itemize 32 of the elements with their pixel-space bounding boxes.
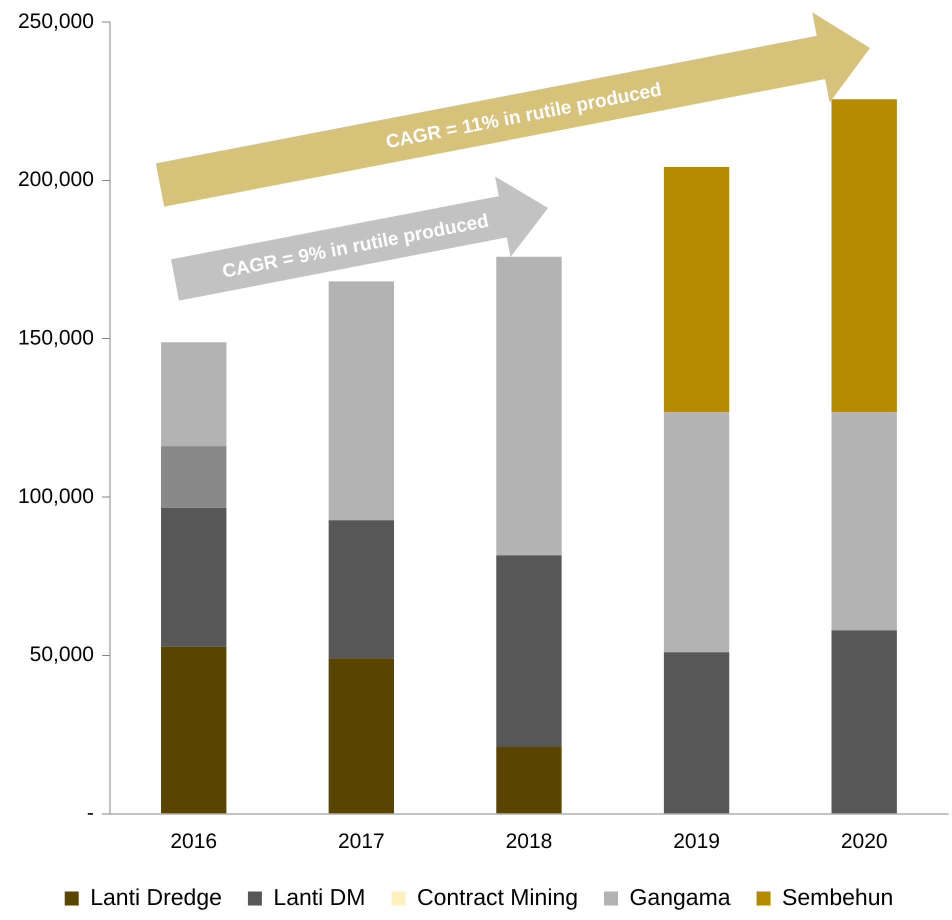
y-tick-label: 150,000 [18,326,94,350]
x-tick-label: 2018 [506,830,552,854]
y-tick-label: 200,000 [18,168,94,192]
y-tick-label: - [86,802,94,825]
y-tick-label: 50,000 [30,643,94,666]
legend-label: Sembehun [782,884,894,910]
x-tick-label: 2016 [170,830,218,854]
y-tick-label: 250,000 [18,10,94,33]
bar [161,342,226,446]
bar [664,412,730,652]
bar [161,446,226,508]
legend-label: Lanti DM [273,884,366,910]
bar [328,281,394,520]
legend-label: Lanti Dredge [90,884,222,910]
bar [161,508,226,647]
legend-label: Gangama [630,884,731,910]
x-tick-label: 2020 [840,830,888,854]
legend-label: Contract Mining [416,884,578,910]
bar [832,412,897,630]
bar [496,256,562,556]
x-tick-label: 2017 [338,830,385,854]
bar [664,167,730,412]
bar [328,658,394,814]
bar [496,746,562,814]
bar [328,520,394,658]
bar [496,555,562,747]
bar [161,646,226,814]
bar [664,652,730,814]
bar [832,630,897,814]
bar [832,99,897,412]
x-tick-label: 2019 [673,830,720,854]
y-tick-label: 100,000 [18,484,94,508]
